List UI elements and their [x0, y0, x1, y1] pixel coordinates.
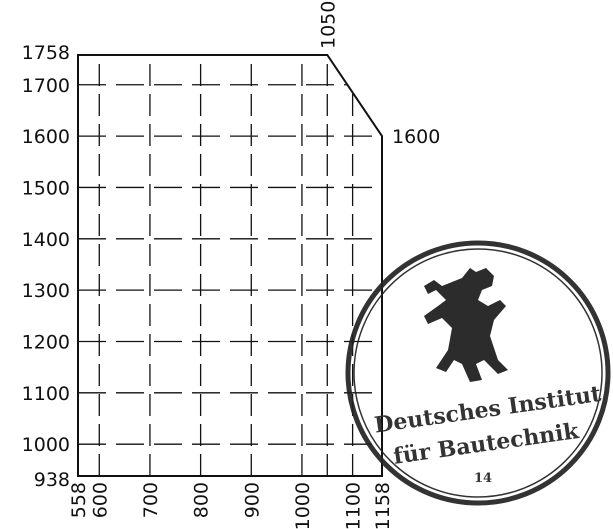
y-tick-label: 1200	[22, 331, 70, 353]
bear-emblem-icon	[424, 268, 508, 382]
stamp-outer-ring	[345, 240, 611, 506]
x-tick-label: 900	[241, 482, 263, 518]
y-tick-label: 1600	[22, 126, 70, 148]
corner-label-top: 1050	[317, 1, 339, 49]
y-tick-label: 1758	[22, 42, 70, 64]
y-tick-label: 938	[34, 469, 70, 491]
y-tick-label: 1700	[22, 75, 70, 97]
stamp-number: 14	[474, 471, 492, 486]
x-tick-label: 558	[68, 482, 90, 518]
x-tick-label: 800	[191, 482, 213, 518]
y-tick-label: 1100	[22, 383, 70, 405]
y-tick-label: 1500	[22, 177, 70, 199]
institute-stamp: Deutsches Institut für Bautechnik 14	[345, 240, 611, 506]
x-tick-labels: 558 600 700 800 900 1000 1100 1158	[68, 482, 394, 529]
x-tick-label: 700	[140, 482, 162, 518]
corner-label-right: 1600	[392, 126, 440, 148]
x-tick-label: 1158	[372, 482, 394, 529]
x-tick-label: 600	[89, 482, 111, 518]
grid-lines	[78, 55, 382, 476]
y-tick-labels: 938 1000 1100 1200 1300 1400 1500 1600 1700 1758	[22, 42, 70, 491]
y-tick-label: 1400	[22, 229, 70, 251]
region-outline	[77, 54, 383, 477]
stamp-inner-ring	[353, 248, 603, 498]
x-tick-label: 1100	[343, 482, 365, 529]
y-tick-label: 1000	[22, 434, 70, 456]
x-tick-label: 1000	[292, 482, 314, 529]
y-tick-label: 1300	[22, 280, 70, 302]
